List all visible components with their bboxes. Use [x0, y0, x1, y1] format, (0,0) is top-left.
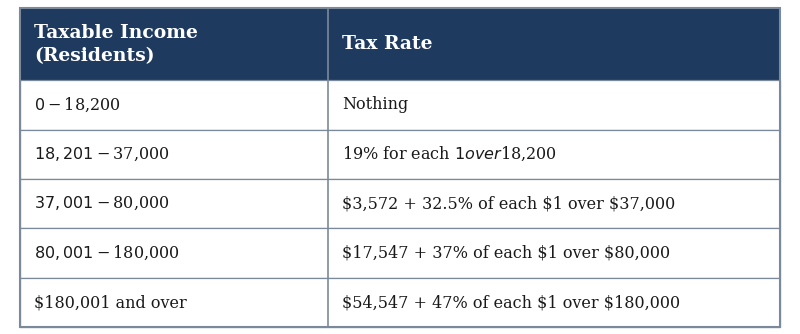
Text: $3,572 + 32.5% of each $1 over $37,000: $3,572 + 32.5% of each $1 over $37,000	[342, 195, 676, 212]
Text: Nothing: Nothing	[342, 97, 409, 113]
Text: $0 - $18,200: $0 - $18,200	[34, 96, 121, 114]
Text: $17,547 + 37% of each $1 over $80,000: $17,547 + 37% of each $1 over $80,000	[342, 245, 670, 262]
Bar	[20, 179, 780, 228]
Bar	[20, 130, 780, 179]
Text: $54,547 + 47% of each $1 over $180,000: $54,547 + 47% of each $1 over $180,000	[342, 294, 681, 311]
Text: $37,001 - $80,000: $37,001 - $80,000	[34, 195, 170, 212]
Text: $180,001 and over: $180,001 and over	[34, 294, 187, 311]
Bar	[328, 8, 780, 80]
Bar	[20, 8, 328, 80]
Text: Taxable Income
(Residents): Taxable Income (Residents)	[34, 24, 198, 65]
Text: 19% for each $1 over $18,200: 19% for each $1 over $18,200	[342, 145, 558, 163]
Bar	[20, 80, 780, 130]
Bar	[20, 278, 780, 327]
Text: $18,201 - $37,000: $18,201 - $37,000	[34, 146, 170, 163]
Bar	[20, 8, 780, 80]
Text: Tax Rate: Tax Rate	[342, 35, 433, 53]
Bar	[20, 228, 780, 278]
Text: $80,001 - $180,000: $80,001 - $180,000	[34, 244, 180, 262]
